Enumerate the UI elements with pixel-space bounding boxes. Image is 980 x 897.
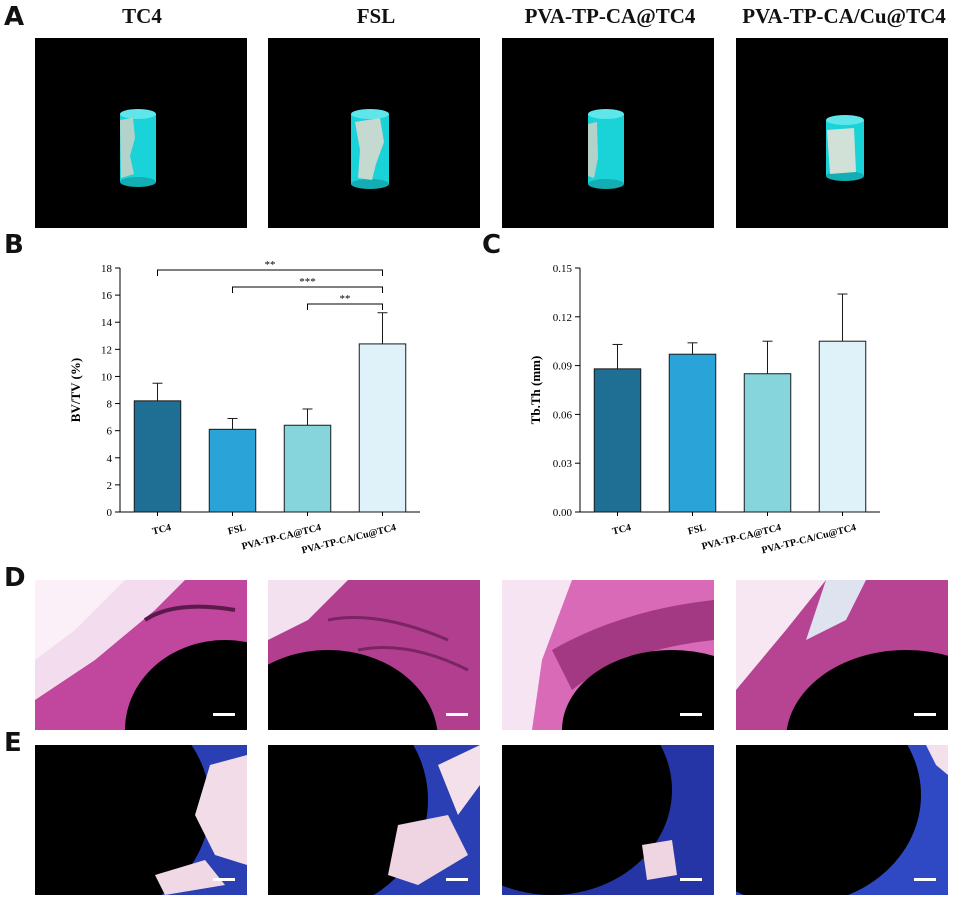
y-tick-label: 12	[101, 344, 112, 356]
bar	[668, 353, 717, 513]
bar	[208, 428, 257, 513]
bar	[818, 340, 867, 513]
y-tick-label: 6	[107, 426, 113, 438]
y-tick-label: 18	[101, 263, 113, 275]
he-stain-image-pva-tp-ca	[502, 580, 714, 730]
y-tick-label: 2	[107, 480, 113, 492]
microct-image-fsl	[268, 38, 480, 228]
significance-label: **	[340, 293, 351, 305]
masson-stain-image-pva-tp-ca	[502, 745, 714, 895]
y-tick-label: 16	[101, 290, 113, 302]
panel-label-e: E	[4, 728, 22, 758]
column-title-pva-tp-ca: PVA-TP-CA@TC4	[524, 4, 696, 28]
y-tick-label: 4	[107, 453, 113, 465]
x-tick-label: TC4	[151, 522, 172, 537]
y-tick-label: 14	[101, 317, 113, 329]
significance-bracket	[307, 303, 383, 310]
he-stain-image-tc4	[35, 580, 247, 730]
tb-th-bar-chart: 0.00 0.03 0.06 0.09 0.12 0.15 Tb.Th (mm) TC4 FSL…	[528, 263, 880, 556]
column-title-fsl: FSL	[356, 4, 396, 28]
microct-image-pva-tp-ca	[502, 38, 714, 228]
y-tick-label: 0.09	[553, 361, 573, 373]
y-tick-label: 0.03	[553, 458, 573, 470]
column-title-tc4: TC4	[122, 4, 162, 28]
bar	[358, 343, 407, 513]
panel-label-a: A	[4, 2, 25, 32]
masson-stain-image-tc4	[35, 745, 247, 895]
microct-image-pva-tp-ca-cu	[736, 38, 948, 228]
he-stain-image-pva-tp-ca-cu	[736, 580, 948, 730]
column-title-pva-tp-ca-cu: PVA-TP-CA/Cu@TC4	[742, 4, 946, 28]
panel-label-b: B	[4, 230, 24, 260]
bar	[283, 424, 332, 513]
he-stain-image-fsl	[268, 580, 480, 730]
bar	[133, 400, 182, 513]
x-tick-label: TC4	[611, 522, 632, 537]
y-tick-label: 0.06	[553, 409, 573, 421]
x-tick-label: FSL	[687, 522, 708, 537]
masson-stain-image-pva-tp-ca-cu	[736, 745, 948, 895]
significance-label: ***	[299, 276, 316, 288]
y-axis-title: BV/TV (%)	[68, 358, 83, 422]
microct-image-tc4	[35, 38, 247, 228]
y-tick-label: 0.15	[553, 263, 573, 275]
y-axis-title: Tb.Th (mm)	[528, 356, 543, 425]
bar	[743, 373, 792, 513]
significance-bracket	[157, 269, 383, 276]
y-tick-label: 8	[107, 399, 113, 411]
panel-label-c: C	[482, 230, 502, 260]
y-tick-label: 10	[101, 371, 113, 383]
masson-stain-image-fsl	[268, 745, 480, 895]
y-tick-label: 0	[107, 507, 113, 519]
panel-label-d: D	[4, 563, 26, 593]
significance-label: **	[265, 259, 276, 271]
y-tick-label: 0.00	[553, 507, 573, 519]
y-tick-label: 0.12	[553, 312, 572, 324]
significance-bracket	[232, 286, 383, 293]
bar	[593, 368, 642, 513]
x-tick-label: FSL	[227, 522, 248, 537]
